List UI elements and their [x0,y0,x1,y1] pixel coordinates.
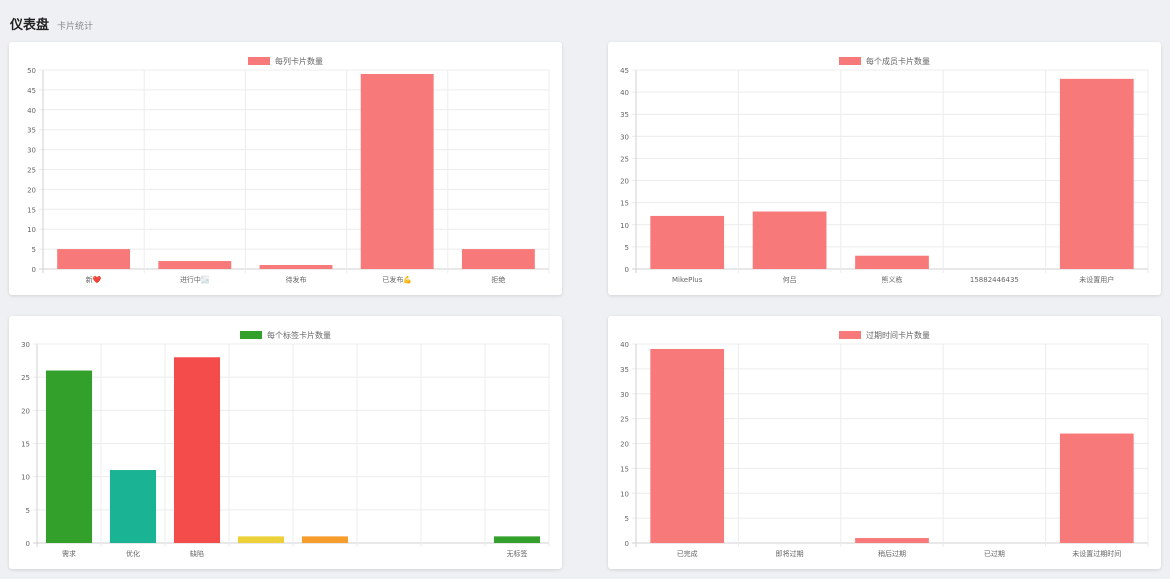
y-tick-label: 35 [620,366,629,374]
page-header: 仪表盘 卡片统计 [10,14,93,34]
y-tick-label: 10 [27,226,36,234]
y-tick-label: 50 [27,67,36,75]
y-tick-label: 20 [21,407,30,415]
y-tick-label: 20 [27,186,36,194]
x-tick-label: 熊义栋 [882,275,903,284]
y-tick-label: 15 [620,465,629,473]
bar[interactable] [301,536,349,543]
y-tick-label: 0 [26,540,30,548]
legend-swatch [248,57,270,65]
y-tick-label: 20 [620,441,629,449]
y-tick-label: 25 [27,167,36,175]
bar[interactable] [461,249,535,269]
chart-column-cards: 每列卡片数量 0 5 10 15 20 25 30 35 40 45 50 新❤️ 进行中🌫️ 待发布 已发布… [27,56,550,284]
bar[interactable] [45,370,93,543]
legend-swatch [240,331,262,339]
page-title: 仪表盘 [10,18,50,33]
chart-card-label-cards: 每个标签卡片数量 0 5 10 15 20 25 30 需求 优化 缺陷 无标签 [9,316,562,569]
x-tick-label: 未设置用户 [1079,275,1114,284]
chart-legend[interactable]: 每个成员卡片数量 [839,56,930,66]
y-tick-label: 0 [625,266,629,274]
legend-swatch [839,57,861,65]
legend-label: 每个标签卡片数量 [267,330,331,340]
chart-legend[interactable]: 每列卡片数量 [248,56,323,66]
y-tick-label: 45 [620,67,629,75]
y-tick-label: 15 [620,200,629,208]
legend-label: 过期时间卡片数量 [866,330,930,340]
bar[interactable] [1059,433,1134,543]
y-tick-label: 35 [27,127,36,135]
chart-card-column-cards: 每列卡片数量 0 5 10 15 20 25 30 35 40 45 50 新❤️ 进行中🌫️ 待发布 已发布… [9,42,562,295]
y-tick-label: 25 [620,416,629,424]
x-tick-label: 待发布 [286,275,307,284]
x-tick-label: 何吕 [783,275,797,284]
y-tick-label: 30 [620,391,629,399]
y-tick-label: 35 [620,111,629,119]
bar[interactable] [650,215,725,269]
bar[interactable] [109,470,157,543]
y-tick-label: 5 [625,244,629,252]
y-tick-label: 10 [620,222,629,230]
y-tick-label: 40 [620,89,629,97]
bar[interactable] [360,73,434,269]
bar[interactable] [57,249,131,269]
chart-legend[interactable]: 过期时间卡片数量 [839,330,930,340]
y-tick-label: 20 [620,178,629,186]
x-tick-label: 无标签 [507,549,528,558]
x-tick-label: 15882446435 [970,276,1019,284]
x-tick-label: 进行中🌫️ [180,275,210,284]
x-tick-label: 即将过期 [776,549,804,558]
chart-due-cards: 过期时间卡片数量 0 5 10 15 20 25 30 35 40 已完成 即将过期 稍后过期 已过期 未设… [620,330,1149,558]
y-tick-label: 40 [27,107,36,115]
x-tick-label: 新❤️ [86,275,102,284]
y-tick-label: 15 [21,441,30,449]
bar[interactable] [493,536,541,543]
y-tick-label: 40 [620,341,629,349]
page-subtitle: 卡片统计 [57,22,94,32]
x-tick-label: 优化 [126,549,140,558]
bar[interactable] [173,357,221,543]
x-tick-label: 缺陷 [190,549,204,558]
chart-card-member-cards: 每个成员卡片数量 0 5 10 15 20 25 30 35 40 45 MikePlus 何吕 熊义栋 1… [608,42,1161,295]
y-tick-label: 0 [32,266,36,274]
y-tick-label: 5 [26,507,30,515]
x-tick-label: 稍后过期 [878,549,906,558]
bar[interactable] [650,348,725,543]
y-tick-label: 0 [625,540,629,548]
y-tick-label: 10 [21,474,30,482]
bar[interactable] [259,265,333,269]
chart-card-due-cards: 过期时间卡片数量 0 5 10 15 20 25 30 35 40 已完成 即将过期 稍后过期 已过期 未设… [608,316,1161,569]
y-tick-label: 45 [27,87,36,95]
bar[interactable] [855,538,929,543]
x-tick-label: MikePlus [672,276,703,284]
chart-label-cards: 每个标签卡片数量 0 5 10 15 20 25 30 需求 优化 缺陷 无标签 [21,330,550,558]
x-tick-label: 未设置过期时间 [1072,549,1121,558]
y-tick-label: 5 [32,246,36,254]
chart-legend[interactable]: 每个标签卡片数量 [240,330,331,340]
y-tick-label: 25 [620,155,629,163]
y-tick-label: 10 [620,490,629,498]
legend-label: 每个成员卡片数量 [866,56,930,66]
y-tick-label: 5 [625,515,629,523]
bar[interactable] [752,211,827,269]
bar[interactable] [237,536,285,543]
bar[interactable] [855,255,929,269]
y-tick-label: 30 [27,147,36,155]
x-tick-label: 已完成 [677,549,698,558]
x-tick-label: 已发布💪 [382,275,412,284]
bar[interactable] [158,261,232,269]
y-tick-label: 30 [620,133,629,141]
x-tick-label: 需求 [62,549,76,558]
y-tick-label: 25 [21,374,30,382]
x-tick-label: 拒绝 [491,275,505,284]
legend-label: 每列卡片数量 [275,56,323,66]
chart-member-cards: 每个成员卡片数量 0 5 10 15 20 25 30 35 40 45 MikePlus 何吕 熊义栋 1… [620,56,1149,284]
x-tick-label: 已过期 [984,549,1005,558]
legend-swatch [839,331,861,339]
y-tick-label: 15 [27,206,36,214]
bar[interactable] [1059,78,1134,269]
y-tick-label: 30 [21,341,30,349]
